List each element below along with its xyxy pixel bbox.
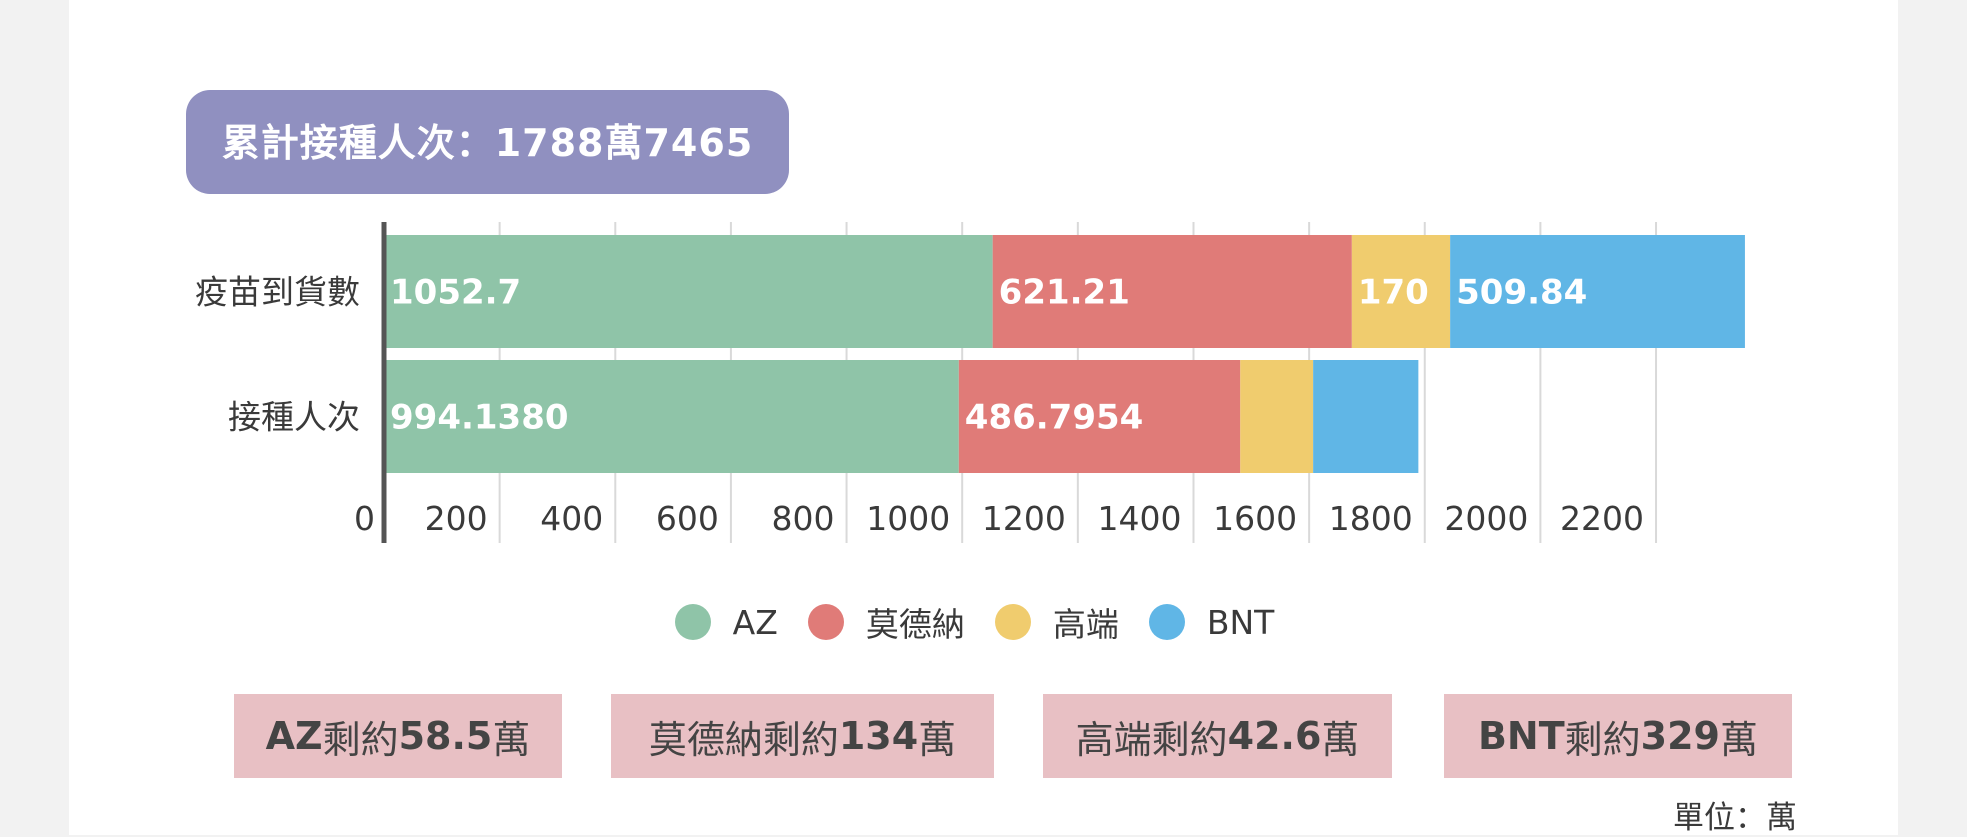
remaining-note-az: AZ 剩約 58.5 萬 — [234, 694, 562, 778]
legend-swatch-az — [674, 604, 711, 640]
total-vaccinations-banner: 累計接種人次：1788萬7465 — [186, 90, 789, 194]
note-az-unit: 萬 — [492, 717, 531, 762]
legend-item-bnt: BNT — [1148, 602, 1292, 642]
x-tick-label: 2000 — [1444, 499, 1528, 538]
x-tick-label: 600 — [656, 499, 719, 538]
unit-label: 單位：萬 — [1673, 800, 1797, 836]
remaining-note-medigen: 高端 剩約 42.6 萬 — [1043, 694, 1392, 778]
note-medigen-name: 高端 — [1075, 717, 1152, 762]
note-medigen-prefix: 剩約 — [1151, 717, 1228, 762]
note-bnt-value: 329 — [1640, 714, 1720, 758]
note-az-name: AZ — [265, 714, 323, 758]
note-moderna-unit: 萬 — [918, 717, 957, 762]
bar-segment — [1240, 360, 1314, 473]
legend-swatch-medigen — [994, 604, 1031, 640]
legend-swatch-moderna — [807, 604, 844, 640]
chart-legend: AZ 莫德納 高端 BNT — [0, 595, 1967, 649]
remaining-note-moderna: 莫德納 剩約 134 萬 — [611, 694, 994, 778]
data-label: 486.7954 — [965, 398, 1144, 438]
data-label: 1052.7 — [390, 273, 521, 313]
x-tick-label: 200 — [425, 499, 488, 538]
x-tick-label: 0 — [354, 499, 375, 538]
data-label: 994.1380 — [390, 398, 569, 438]
legend-label-moderna: 莫德納 — [865, 605, 965, 644]
legend-label-bnt: BNT — [1206, 602, 1275, 642]
x-tick-label: 1600 — [1213, 499, 1297, 538]
note-moderna-value: 134 — [838, 714, 919, 758]
legend-item-az: AZ — [674, 602, 796, 642]
legend-item-moderna: 莫德納 — [807, 598, 983, 646]
bar-segment — [384, 360, 959, 473]
bar-segment — [992, 235, 1352, 348]
legend-label-az: AZ — [732, 602, 778, 642]
note-az-value: 58.5 — [398, 714, 493, 758]
x-tick-label: 400 — [540, 499, 603, 538]
x-tick-label: 2200 — [1560, 499, 1644, 538]
legend-item-medigen: 高端 — [994, 598, 1137, 646]
x-tick-label: 1400 — [1097, 499, 1181, 538]
x-tick-label: 1200 — [982, 499, 1066, 538]
bar-segment — [384, 235, 993, 348]
note-medigen-value: 42.6 — [1227, 714, 1322, 758]
bar-segment — [1450, 235, 1745, 348]
x-tick-label: 1800 — [1329, 499, 1413, 538]
legend-label-medigen: 高端 — [1052, 605, 1119, 644]
x-tick-label: 800 — [772, 499, 835, 538]
bar-segment — [1313, 360, 1419, 473]
legend-swatch-bnt — [1148, 604, 1185, 640]
note-az-prefix: 剩約 — [322, 717, 399, 762]
x-tick-label: 1000 — [866, 499, 950, 538]
note-bnt-name: BNT — [1477, 714, 1565, 758]
bar-segment — [1351, 235, 1451, 348]
stacked-bar-chart: 1052.7 621.21 170 509.84 疫苗到貨數 994.1380 486.79… — [195, 222, 1745, 543]
category-label: 疫苗到貨數 — [195, 273, 360, 312]
note-bnt-prefix: 剩約 — [1564, 717, 1641, 762]
note-moderna-name: 莫德納 — [648, 717, 763, 762]
remaining-note-bnt: BNT 剩約 329 萬 — [1444, 694, 1792, 778]
category-label: 接種人次 — [228, 398, 360, 437]
note-moderna-prefix: 剩約 — [762, 717, 839, 762]
note-bnt-unit: 萬 — [1720, 717, 1759, 762]
note-medigen-unit: 萬 — [1321, 717, 1360, 762]
total-vaccinations-title: 累計接種人次：1788萬7465 — [221, 120, 754, 165]
data-label: 509.84 — [1456, 273, 1587, 313]
data-label: 170 — [1358, 273, 1429, 313]
data-label: 621.21 — [999, 273, 1130, 313]
bar-segment — [958, 360, 1241, 473]
